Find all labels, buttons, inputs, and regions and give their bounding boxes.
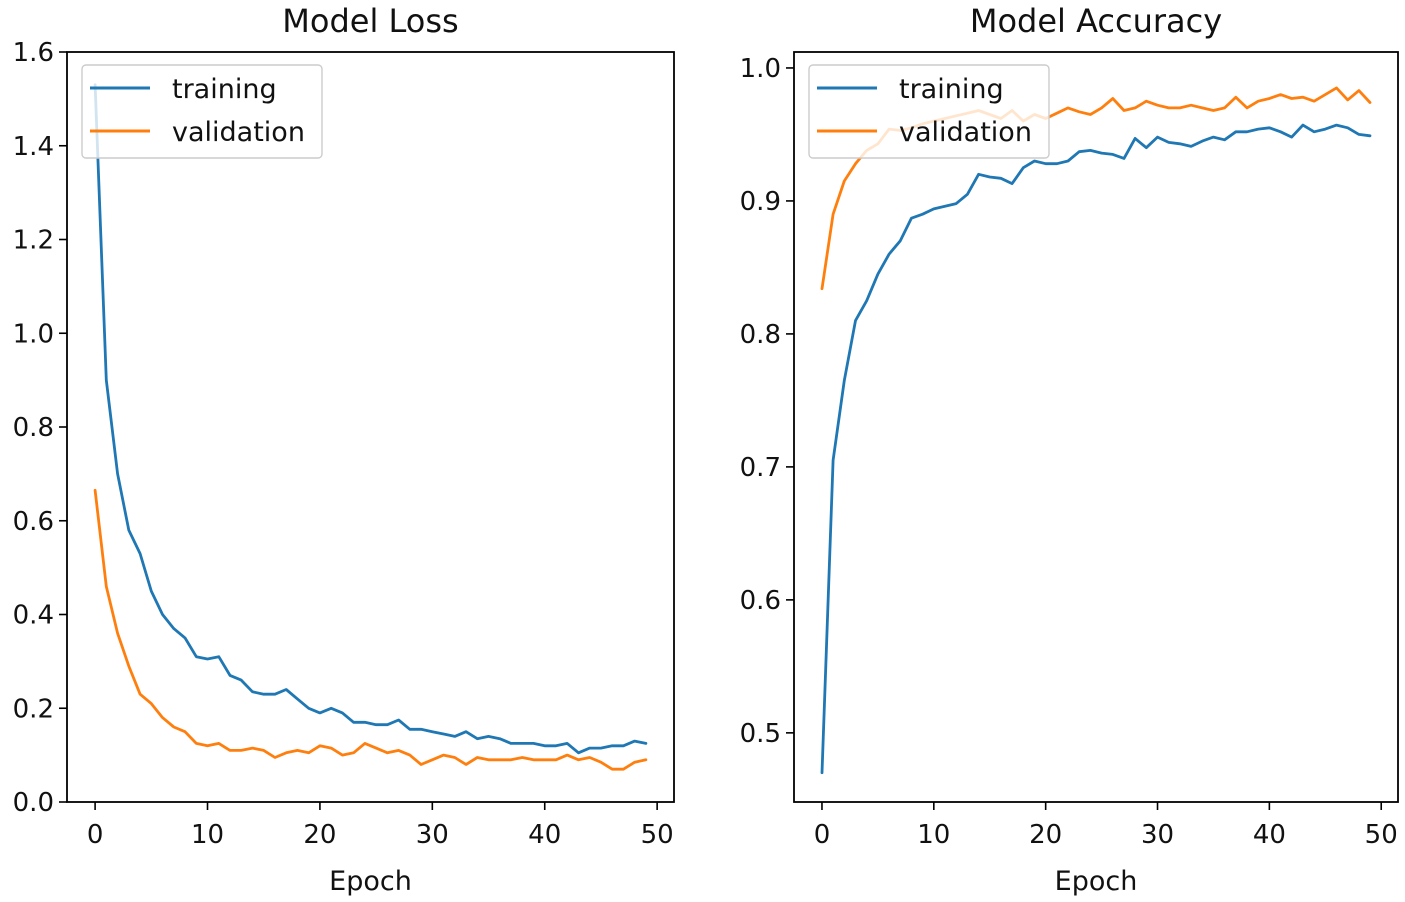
y-tick-label: 0.6 bbox=[13, 507, 54, 537]
x-tick-label: 0 bbox=[87, 820, 104, 850]
y-tick-label: 1.4 bbox=[13, 132, 54, 162]
series-line-training bbox=[93, 83, 648, 755]
x-tick-label: 50 bbox=[641, 820, 674, 850]
x-tick-label: 10 bbox=[917, 820, 950, 850]
x-tick-label: 20 bbox=[1029, 820, 1062, 850]
y-tick-label: 1.0 bbox=[13, 319, 54, 349]
y-tick-label: 0.6 bbox=[740, 586, 781, 616]
loss-chart: Model Loss 0 10 20 30 40 50 0.0 0.2 0.4 0.6 0.8 1.0 1… bbox=[13, 2, 675, 897]
y-tick-label: 0.8 bbox=[740, 320, 781, 350]
y-tick-label: 1.0 bbox=[740, 54, 781, 84]
y-tick-label: 0.9 bbox=[740, 187, 781, 217]
legend-label-validation: validation bbox=[172, 117, 305, 148]
y-tick-label: 0.7 bbox=[740, 453, 781, 483]
y-tick-label: 0.0 bbox=[13, 788, 54, 818]
plot-frame bbox=[66, 51, 675, 803]
x-tick-label: 50 bbox=[1365, 820, 1398, 850]
x-tick-label: 40 bbox=[1253, 820, 1286, 850]
x-tick-label: 0 bbox=[814, 820, 831, 850]
accuracy-chart: Model Accuracy 0 10 20 30 40 50 0.5 0.6 0.7 0.8 0.9… bbox=[740, 2, 1399, 897]
y-tick-label: 1.2 bbox=[13, 226, 54, 256]
x-tick-label: 10 bbox=[191, 820, 224, 850]
y-tick-label: 0.4 bbox=[13, 601, 54, 631]
y-tick-label: 0.5 bbox=[740, 719, 781, 749]
legend-label-training: training bbox=[172, 74, 277, 105]
x-tick-label: 20 bbox=[303, 820, 336, 850]
y-tick-label: 0.2 bbox=[13, 694, 54, 724]
legend-label-training: training bbox=[899, 74, 1004, 105]
x-tick-label: 40 bbox=[528, 820, 561, 850]
chart-title: Model Accuracy bbox=[970, 2, 1222, 40]
y-tick-label: 0.8 bbox=[13, 413, 54, 443]
plot-frame bbox=[793, 51, 1399, 803]
legend-label-validation: validation bbox=[899, 117, 1032, 148]
series-line-validation bbox=[93, 488, 648, 771]
y-tick-label: 1.6 bbox=[13, 38, 54, 68]
series-line-training bbox=[820, 123, 1372, 775]
chart-title: Model Loss bbox=[282, 2, 458, 40]
x-tick-label: 30 bbox=[1141, 820, 1174, 850]
x-axis-label: Epoch bbox=[1055, 866, 1138, 897]
x-axis-label: Epoch bbox=[329, 866, 412, 897]
x-tick-label: 30 bbox=[416, 820, 449, 850]
